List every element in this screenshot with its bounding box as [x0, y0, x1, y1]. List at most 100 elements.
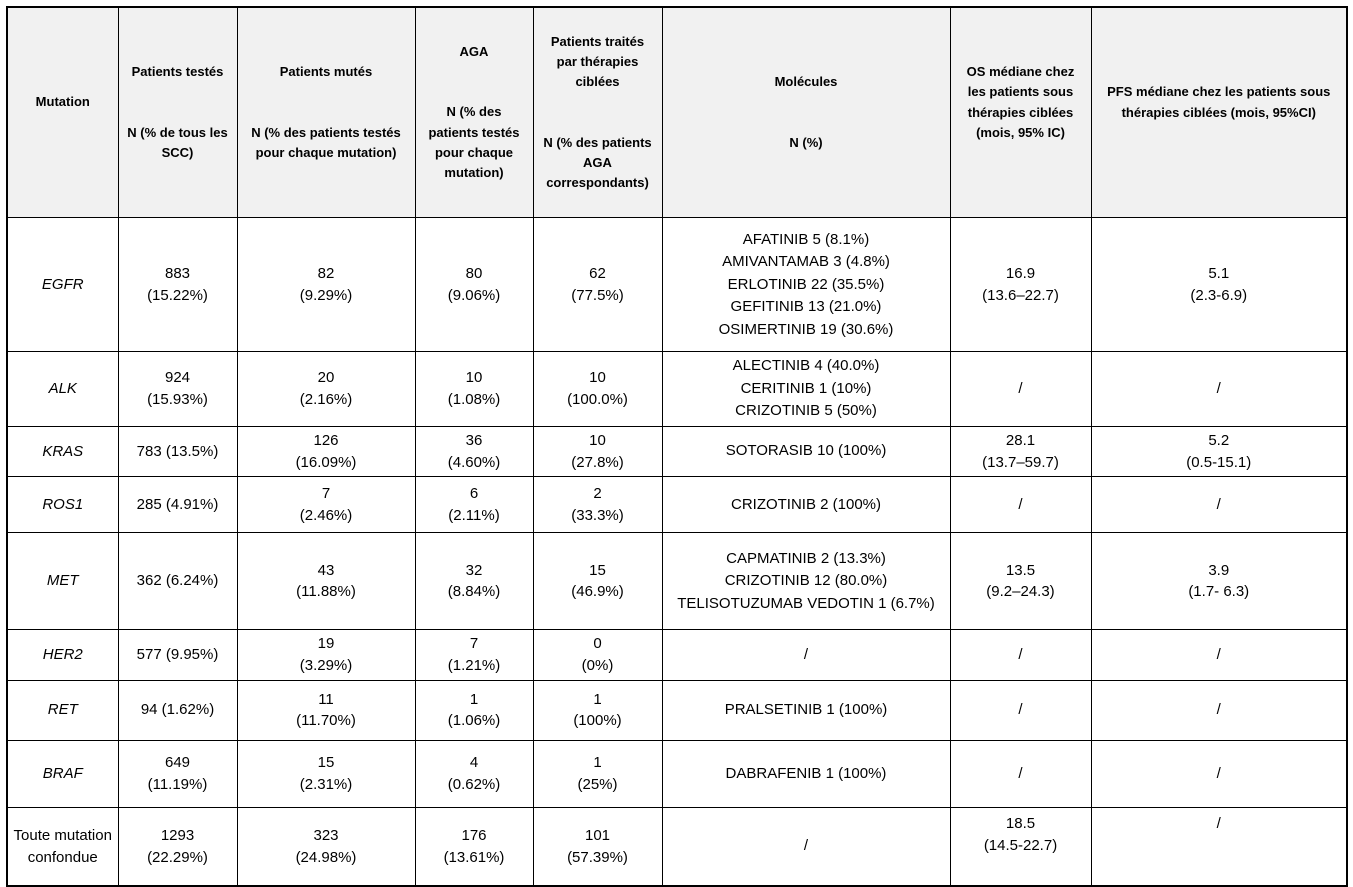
cell-patients-mutes: 82 (9.29%)	[236, 217, 416, 353]
cell-molecules: AFATINIB 5 (8.1%) AMIVANTAMAB 3 (4.8%) E…	[661, 217, 951, 353]
header-title: OS médiane chez les patients sous thérap…	[966, 64, 1075, 140]
cell-mutation: MET	[6, 532, 119, 631]
cell-patients-testes: 362 (6.24%)	[117, 532, 238, 631]
cell-pfs: /	[1090, 679, 1348, 741]
cell-aga: 32 (8.84%)	[414, 532, 534, 631]
cell-patients-testes: 94 (1.62%)	[117, 679, 238, 741]
cell-aga: 36 (4.60%)	[414, 425, 534, 478]
table-row-ret: RET 94 (1.62%) 11 (11.70%) 1 (1.06%) 1 (…	[6, 679, 1348, 741]
cell-mutation: ALK	[6, 351, 119, 427]
header-title: Mutation	[35, 94, 90, 110]
cell-mutation: Toute mutation confondue	[6, 806, 119, 887]
header-cell-aga: AGA N (% des patients testés pour chaque…	[414, 6, 534, 219]
cell-os: 28.1 (13.7–59.7)	[949, 425, 1092, 478]
cell-mutation: RET	[6, 679, 119, 741]
cell-aga: 7 (1.21%)	[414, 629, 534, 681]
header-subtitle: N (% de tous les SCC)	[127, 124, 228, 160]
cell-patients-testes: 783 (13.5%)	[117, 425, 238, 478]
cell-aga: 80 (9.06%)	[414, 217, 534, 353]
header-title: AGA	[459, 44, 489, 60]
cell-os: 13.5 (9.2–24.3)	[949, 532, 1092, 631]
header-title: Molécules	[774, 74, 838, 90]
header-subtitle: N (% des patients AGA correspondants)	[543, 134, 652, 190]
cell-patients-testes: 649 (11.19%)	[117, 739, 238, 808]
cell-aga: 10 (1.08%)	[414, 351, 534, 427]
cell-patients-mutes: 11 (11.70%)	[236, 679, 416, 741]
cell-pfs: /	[1090, 351, 1348, 427]
cell-pfs: /	[1090, 629, 1348, 681]
cell-os: /	[949, 739, 1092, 808]
cell-patients-testes: 883 (15.22%)	[117, 217, 238, 353]
cell-os: /	[949, 629, 1092, 681]
cell-patients-mutes: 43 (11.88%)	[236, 532, 416, 631]
cell-patients-testes: 924 (15.93%)	[117, 351, 238, 427]
header-title: Patients testés	[131, 64, 224, 80]
cell-aga: 6 (2.11%)	[414, 476, 534, 534]
cell-patients-testes: 577 (9.95%)	[117, 629, 238, 681]
header-cell-patients-mutes: Patients mutés N (% des patients testés …	[236, 6, 416, 219]
cell-molecules: /	[661, 806, 951, 887]
cell-patients-traites: 10 (100.0%)	[532, 351, 663, 427]
table-row-ros1: ROS1 285 (4.91%) 7 (2.46%) 6 (2.11%) 2 (…	[6, 476, 1348, 534]
cell-patients-testes: 1293 (22.29%)	[117, 806, 238, 887]
cell-os: 16.9 (13.6–22.7)	[949, 217, 1092, 353]
table-row-braf: BRAF 649 (11.19%) 15 (2.31%) 4 (0.62%) 1…	[6, 739, 1348, 808]
cell-mutation: ROS1	[6, 476, 119, 534]
cell-mutation: HER2	[6, 629, 119, 681]
cell-pfs: /	[1090, 739, 1348, 808]
cell-molecules: /	[661, 629, 951, 681]
mutation-results-table: Mutation Patients testés N (% de tous le…	[6, 6, 1348, 887]
header-cell-pfs: PFS médiane chez les patients sous théra…	[1090, 6, 1348, 219]
cell-os: /	[949, 679, 1092, 741]
cell-pfs: 3.9 (1.7- 6.3)	[1090, 532, 1348, 631]
cell-patients-traites: 15 (46.9%)	[532, 532, 663, 631]
table-row-kras: KRAS 783 (13.5%) 126 (16.09%) 36 (4.60%)…	[6, 425, 1348, 478]
header-title: PFS médiane chez les patients sous théra…	[1107, 84, 1331, 120]
table-row-alk: ALK 924 (15.93%) 20 (2.16%) 10 (1.08%) 1…	[6, 351, 1348, 427]
header-subtitle: N (% des patients testés pour chaque mut…	[251, 124, 401, 160]
cell-molecules: DABRAFENIB 1 (100%)	[661, 739, 951, 808]
cell-molecules: CAPMATINIB 2 (13.3%) CRIZOTINIB 12 (80.0…	[661, 532, 951, 631]
header-subtitle: N (%)	[789, 134, 823, 150]
header-cell-patients-testes: Patients testés N (% de tous les SCC)	[117, 6, 238, 219]
cell-mutation: EGFR	[6, 217, 119, 353]
cell-patients-traites: 10 (27.8%)	[532, 425, 663, 478]
cell-molecules: ALECTINIB 4 (40.0%) CERITINIB 1 (10%) CR…	[661, 351, 951, 427]
header-cell-patients-traites: Patients traités par thérapies ciblées N…	[532, 6, 663, 219]
cell-patients-traites: 0 (0%)	[532, 629, 663, 681]
cell-patients-mutes: 20 (2.16%)	[236, 351, 416, 427]
cell-os: 18.5 (14.5-22.7)	[949, 806, 1092, 887]
cell-pfs: 5.1 (2.3-6.9)	[1090, 217, 1348, 353]
cell-patients-traites: 62 (77.5%)	[532, 217, 663, 353]
header-cell-molecules: Molécules N (%)	[661, 6, 951, 219]
document-page: Mutation Patients testés N (% de tous le…	[6, 6, 1348, 887]
cell-patients-traites: 1 (100%)	[532, 679, 663, 741]
cell-patients-traites: 2 (33.3%)	[532, 476, 663, 534]
header-row: Mutation Patients testés N (% de tous le…	[6, 6, 1348, 219]
cell-pfs: /	[1090, 806, 1348, 887]
header-title: Patients traités par thérapies ciblées	[550, 34, 645, 90]
table-row-toute-mutation: Toute mutation confondue 1293 (22.29%) 3…	[6, 806, 1348, 887]
cell-aga: 4 (0.62%)	[414, 739, 534, 808]
cell-patients-mutes: 19 (3.29%)	[236, 629, 416, 681]
cell-patients-mutes: 7 (2.46%)	[236, 476, 416, 534]
cell-patients-mutes: 15 (2.31%)	[236, 739, 416, 808]
cell-patients-mutes: 323 (24.98%)	[236, 806, 416, 887]
header-subtitle: N (% des patients testés pour chaque mut…	[428, 104, 520, 180]
cell-patients-testes: 285 (4.91%)	[117, 476, 238, 534]
cell-pfs: 5.2 (0.5-15.1)	[1090, 425, 1348, 478]
cell-os: /	[949, 476, 1092, 534]
header-cell-mutation: Mutation	[6, 6, 119, 219]
cell-aga: 1 (1.06%)	[414, 679, 534, 741]
cell-aga: 176 (13.61%)	[414, 806, 534, 887]
cell-patients-mutes: 126 (16.09%)	[236, 425, 416, 478]
cell-pfs: /	[1090, 476, 1348, 534]
cell-os: /	[949, 351, 1092, 427]
table-row-egfr: EGFR 883 (15.22%) 82 (9.29%) 80 (9.06%) …	[6, 217, 1348, 353]
table-row-met: MET 362 (6.24%) 43 (11.88%) 32 (8.84%) 1…	[6, 532, 1348, 631]
cell-mutation: BRAF	[6, 739, 119, 808]
table-body: EGFR 883 (15.22%) 82 (9.29%) 80 (9.06%) …	[6, 217, 1348, 887]
header-cell-os: OS médiane chez les patients sous thérap…	[949, 6, 1092, 219]
table-row-her2: HER2 577 (9.95%) 19 (3.29%) 7 (1.21%) 0 …	[6, 629, 1348, 681]
cell-molecules: PRALSETINIB 1 (100%)	[661, 679, 951, 741]
